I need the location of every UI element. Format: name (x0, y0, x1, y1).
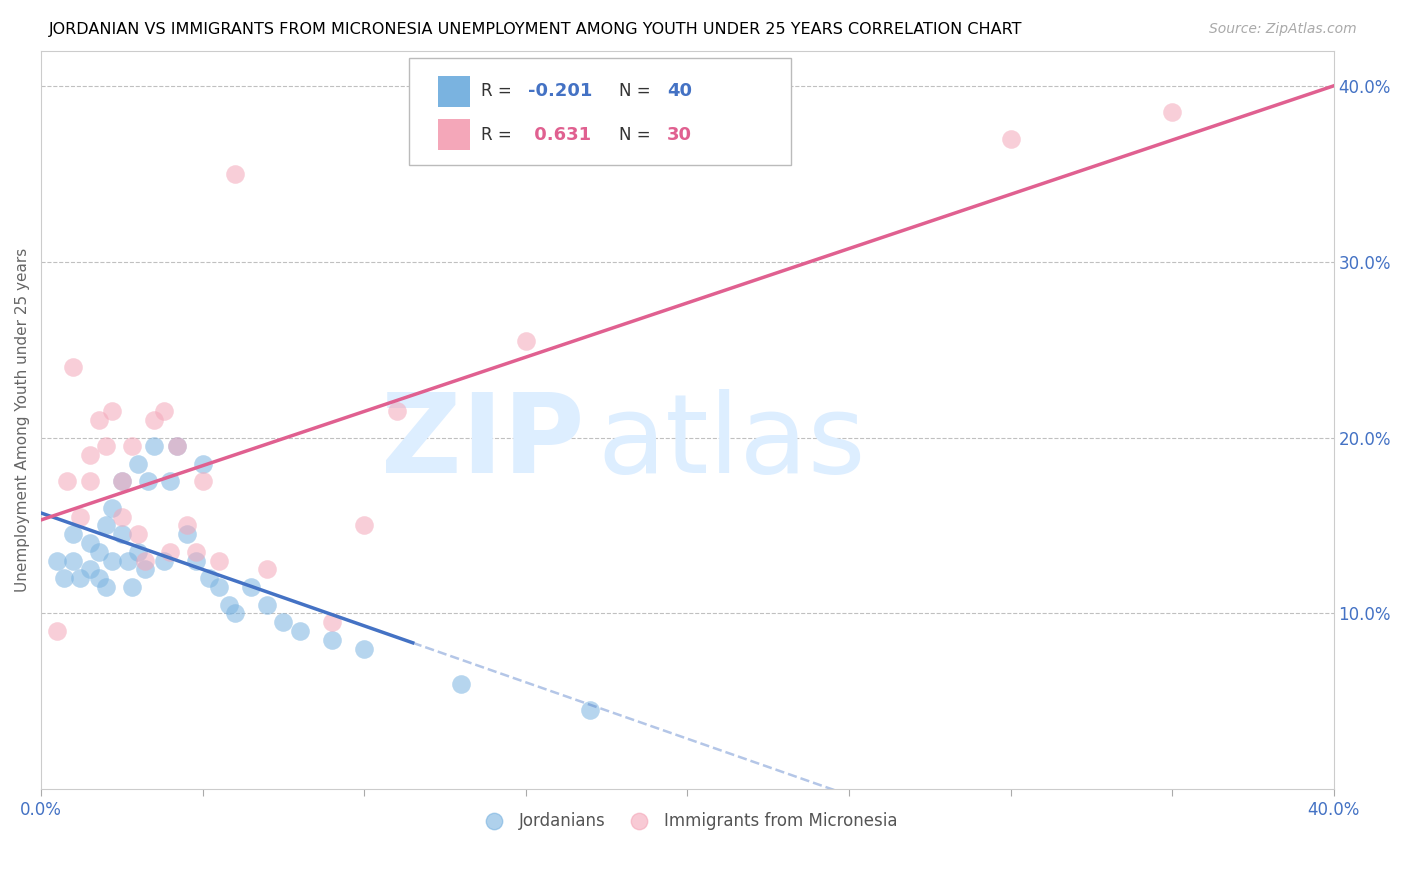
Point (224, 167, 246, 181)
Y-axis label: Unemployment Among Youth under 25 years: Unemployment Among Youth under 25 years (15, 248, 30, 592)
Point (136, 475, 159, 489)
Point (208, 554, 231, 568)
Text: 30: 30 (666, 126, 692, 144)
FancyBboxPatch shape (437, 120, 470, 151)
Point (166, 439, 188, 453)
Point (94, 439, 117, 453)
FancyBboxPatch shape (409, 58, 790, 165)
Point (79, 448, 101, 462)
Point (62, 527, 84, 541)
Point (79, 562, 101, 576)
Text: R =: R = (481, 82, 516, 100)
Point (46, 624, 69, 638)
Point (515, 334, 537, 348)
Point (256, 562, 278, 576)
Point (101, 554, 124, 568)
Point (153, 404, 176, 418)
Point (94, 580, 117, 594)
Point (450, 676, 472, 690)
Point (89, 571, 111, 585)
Point (94, 518, 117, 533)
Point (79, 475, 101, 489)
Text: N =: N = (619, 126, 655, 144)
Point (1000, 131, 1022, 145)
Point (111, 475, 134, 489)
Point (69, 571, 91, 585)
Legend: Jordanians, Immigrants from Micronesia: Jordanians, Immigrants from Micronesia (471, 805, 904, 837)
Text: JORDANIAN VS IMMIGRANTS FROM MICRONESIA UNEMPLOYMENT AMONG YOUTH UNDER 25 YEARS : JORDANIAN VS IMMIGRANTS FROM MICRONESIA … (49, 22, 1022, 37)
Point (288, 624, 311, 638)
Text: Source: ZipAtlas.com: Source: ZipAtlas.com (1209, 22, 1357, 37)
Point (579, 703, 602, 717)
Point (256, 598, 278, 612)
Point (166, 439, 188, 453)
Point (153, 554, 176, 568)
Point (1161, 105, 1184, 120)
Point (186, 554, 208, 568)
Text: -0.201: -0.201 (529, 82, 593, 100)
Point (143, 439, 166, 453)
Point (353, 641, 375, 656)
Text: 40: 40 (666, 82, 692, 100)
Point (89, 545, 111, 559)
Point (240, 580, 263, 594)
Point (52, 571, 75, 585)
Point (273, 615, 295, 629)
Text: N =: N = (619, 82, 655, 100)
Point (353, 518, 375, 533)
Point (176, 518, 198, 533)
Point (143, 413, 166, 427)
Point (62, 554, 84, 568)
Point (127, 527, 149, 541)
Point (159, 545, 181, 559)
Point (62, 360, 84, 375)
Point (176, 527, 198, 541)
Point (101, 404, 124, 418)
Point (186, 545, 208, 559)
Point (111, 527, 134, 541)
Point (56, 475, 79, 489)
Point (69, 509, 91, 524)
FancyBboxPatch shape (437, 76, 470, 107)
Point (111, 475, 134, 489)
Point (208, 580, 231, 594)
Point (224, 607, 246, 621)
Point (127, 457, 149, 471)
Point (117, 554, 139, 568)
Point (46, 554, 69, 568)
Text: 0.631: 0.631 (529, 126, 592, 144)
Point (218, 598, 240, 612)
Point (127, 545, 149, 559)
Point (385, 404, 408, 418)
Point (89, 413, 111, 427)
Point (159, 475, 181, 489)
Point (79, 536, 101, 550)
Point (191, 475, 214, 489)
Text: ZIP: ZIP (381, 389, 583, 496)
Point (134, 562, 156, 576)
Point (134, 554, 156, 568)
Point (101, 500, 124, 515)
Point (111, 509, 134, 524)
Point (191, 457, 214, 471)
Point (121, 580, 143, 594)
Point (121, 439, 143, 453)
Point (321, 615, 343, 629)
Point (198, 571, 221, 585)
Text: atlas: atlas (598, 389, 866, 496)
Text: R =: R = (481, 126, 516, 144)
Point (321, 632, 343, 647)
